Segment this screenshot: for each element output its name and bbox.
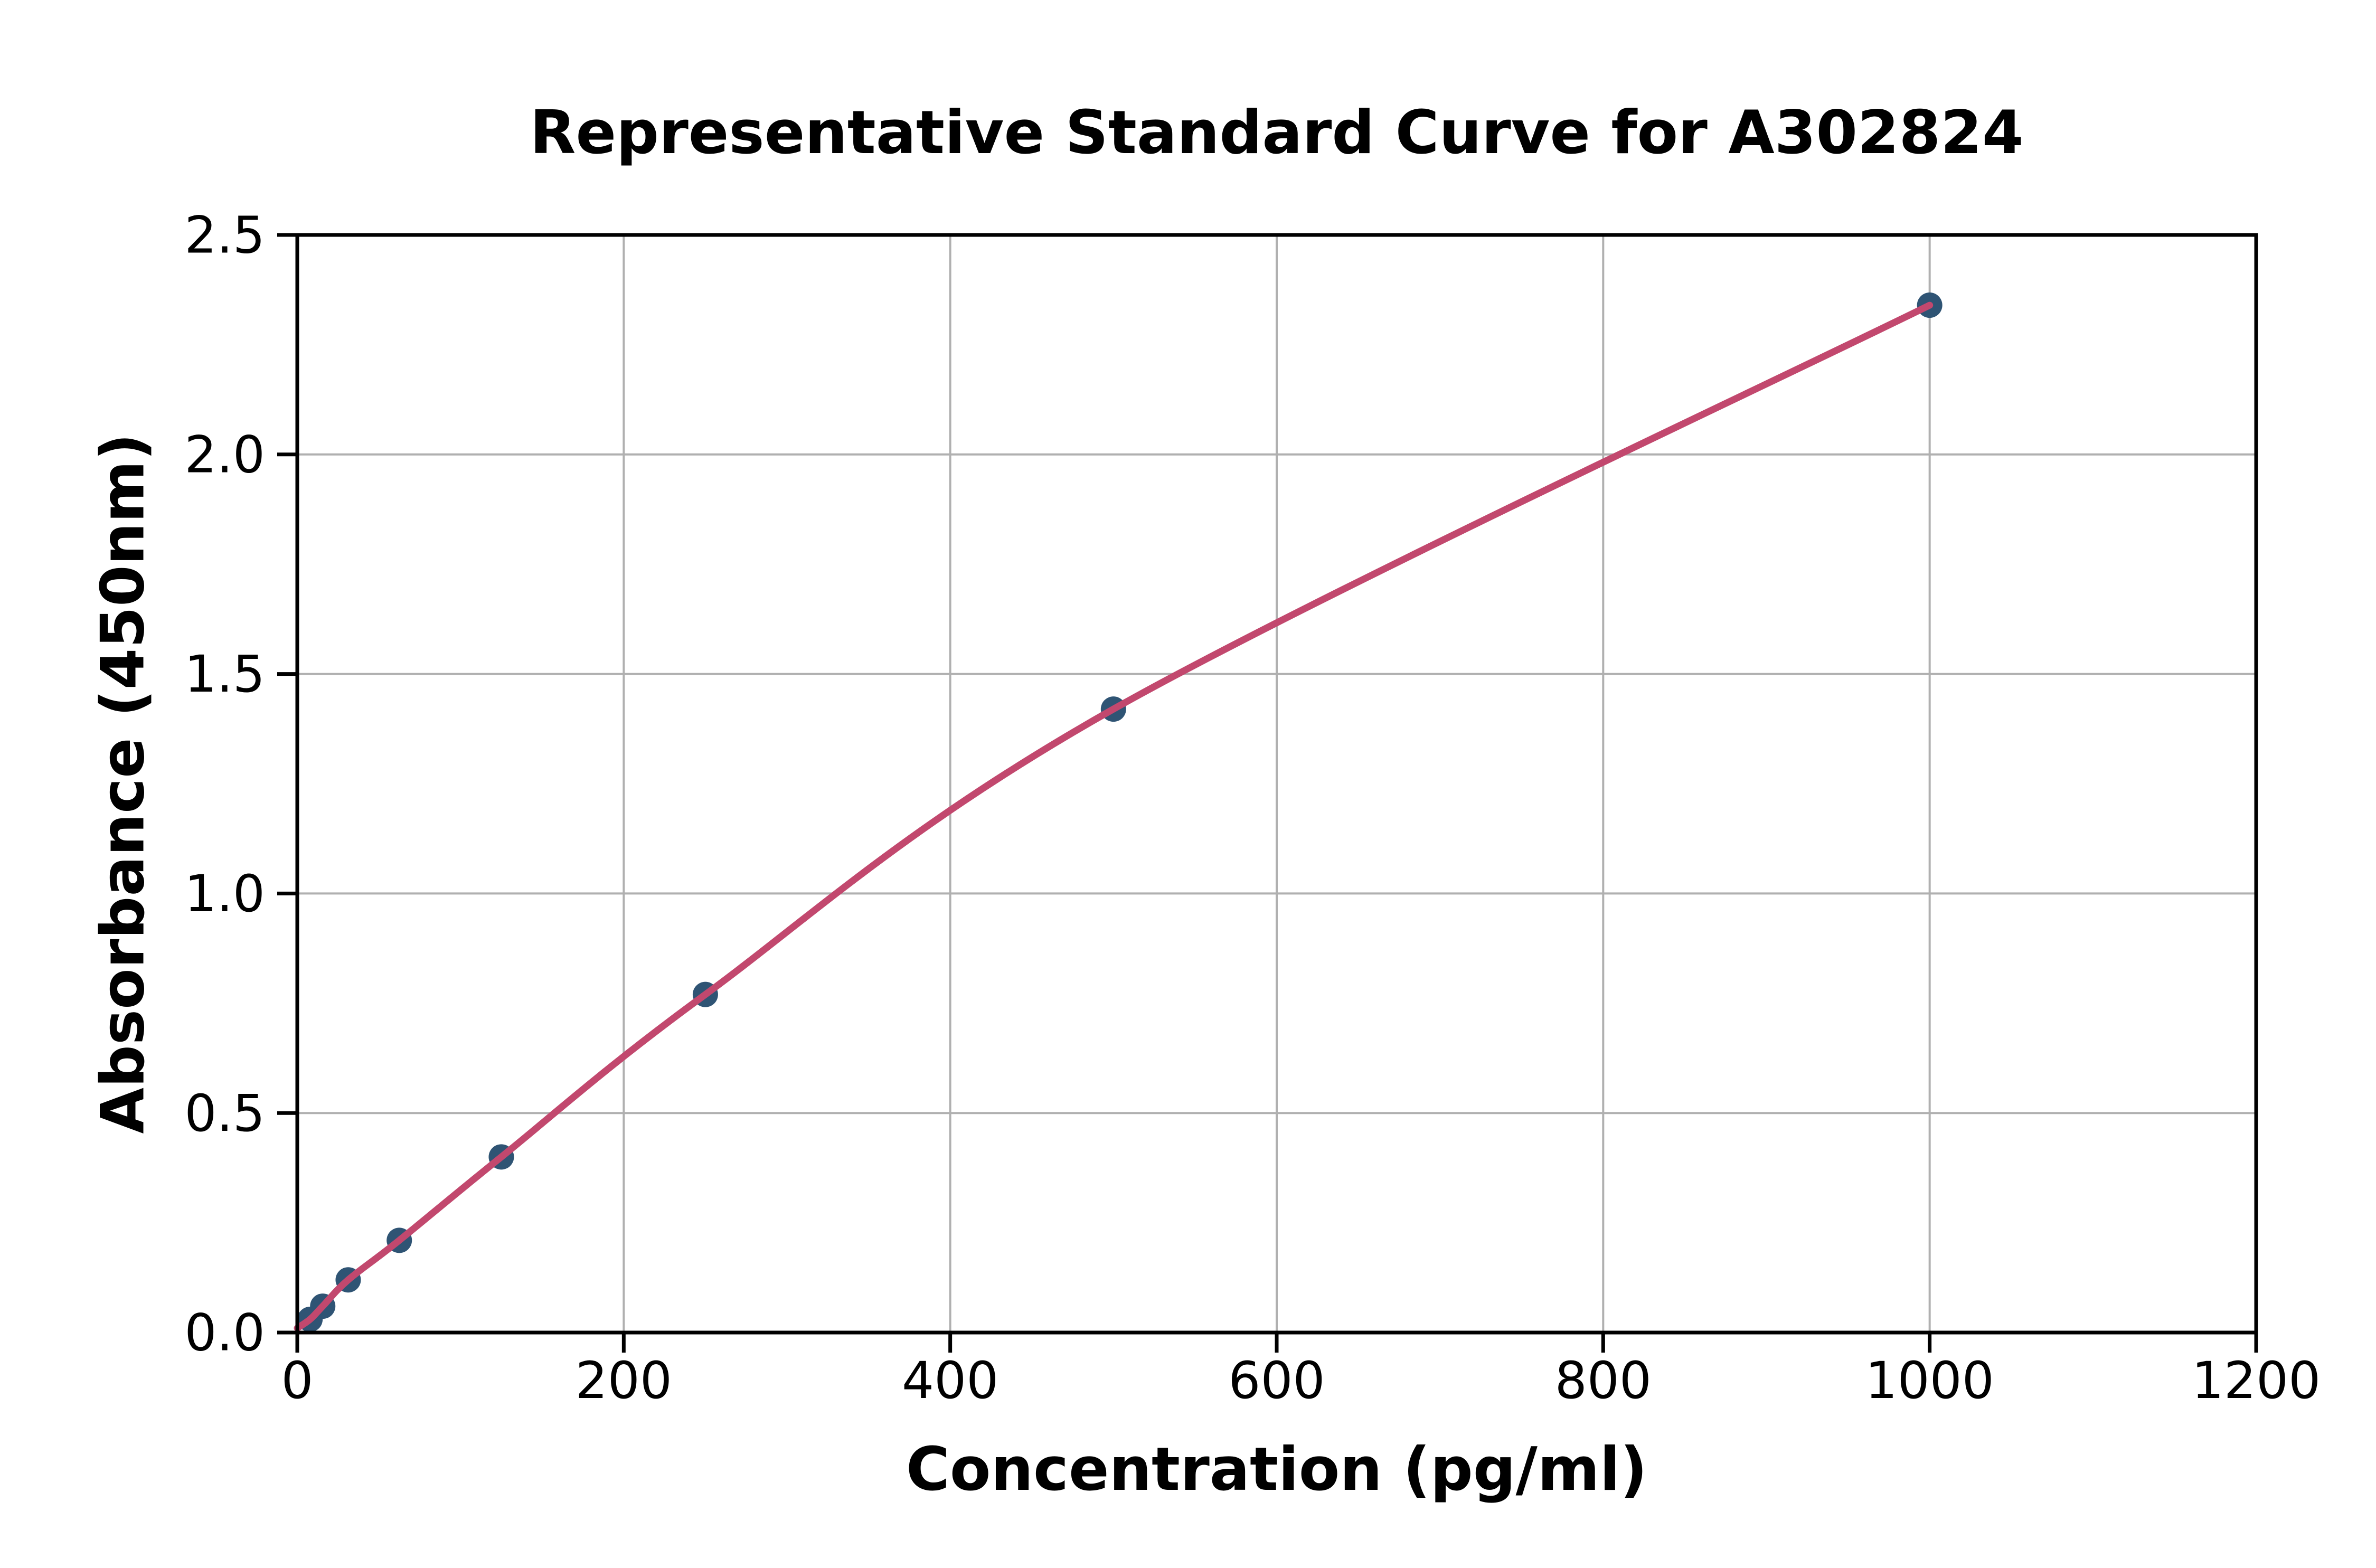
y-tick-labels: 0.0 0.5 1.0 1.5 2.0 2.5	[184, 206, 265, 1363]
x-tick-labels: 0 200 400 600 800 1000 1200	[281, 1351, 2321, 1410]
x-tick-label: 1000	[1865, 1351, 1994, 1410]
y-tick-label: 1.5	[184, 645, 265, 704]
axes	[277, 233, 2258, 1353]
x-tick-label: 600	[1228, 1351, 1325, 1410]
y-tick-label: 0.0	[184, 1303, 265, 1363]
y-tick-label: 1.0	[184, 864, 265, 923]
x-tick-label: 400	[902, 1351, 998, 1410]
gridlines	[296, 234, 2257, 1334]
x-axis-label: Concentration (pg/ml)	[906, 1434, 1647, 1504]
x-tick-label: 0	[281, 1351, 313, 1410]
x-tick-label: 1200	[2192, 1351, 2321, 1410]
chart-title: Representative Standard Curve for A30282…	[530, 98, 2024, 167]
fit-curve-path	[294, 301, 1934, 1332]
y-tick-label: 0.5	[184, 1084, 265, 1143]
x-tick-label: 800	[1555, 1351, 1652, 1410]
y-tick-label: 2.0	[184, 425, 265, 484]
fit-curve	[294, 301, 1934, 1332]
y-tick-label: 2.5	[184, 206, 265, 265]
x-tick-label: 200	[576, 1351, 672, 1410]
y-axis-label: Absorbance (450nm)	[88, 433, 158, 1134]
data-points	[297, 292, 1943, 1333]
